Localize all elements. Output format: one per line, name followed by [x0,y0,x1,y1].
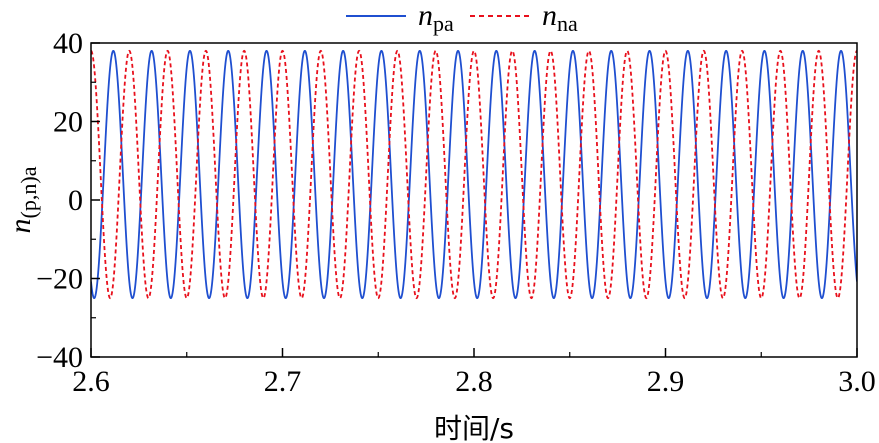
series-line-npa [91,49,857,299]
legend-label-nna: nna [542,0,578,36]
x-tick-label-0: 2.6 [72,365,110,398]
legend-label-npa: npa [418,0,454,36]
series-line-nna [91,49,857,300]
y-tick-label-4: 40 [53,27,83,60]
y-tick-label-1: −20 [36,263,83,296]
x-tick-label-2: 2.8 [455,365,493,398]
ticks-group: 2.6 2.7 2.8 2.9 3.0 −40 −20 0 20 40 [36,27,876,398]
series-group [91,49,857,300]
y-axis-title: n(p,n)a [4,166,41,233]
y-tick-label-0: −40 [36,341,83,374]
legend: npa nna [346,0,578,36]
plot-frame [90,42,858,358]
y-tick-label-2: 0 [68,184,83,217]
x-axis-title: 时间/s [434,412,514,443]
y-tick-label-3: 20 [53,106,83,139]
x-tick-label-3: 2.9 [647,365,685,398]
x-tick-label-1: 2.7 [264,365,302,398]
x-tick-label-4: 3.0 [838,365,876,398]
